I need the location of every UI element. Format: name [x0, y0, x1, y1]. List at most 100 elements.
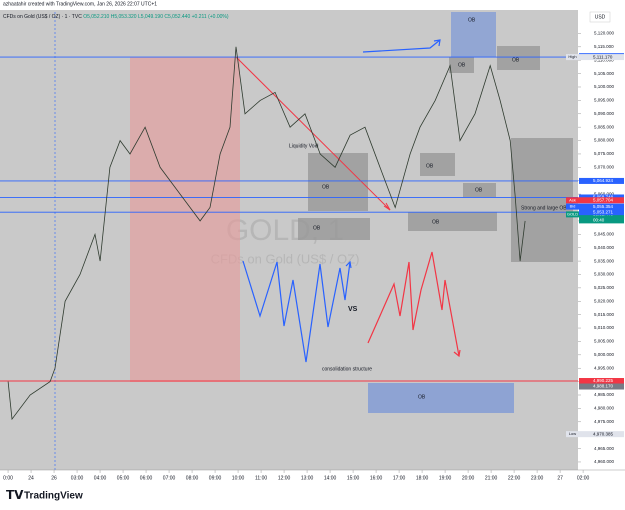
- price-axis: [578, 10, 625, 470]
- consolidation-label: consolidation structure: [322, 366, 372, 372]
- x-tick-label: 11:00: [255, 475, 267, 481]
- y-tick-label: 5,060.000: [594, 191, 615, 196]
- x-tick-label: 04:00: [94, 475, 107, 481]
- y-tick-label: 4,965.000: [594, 446, 615, 451]
- y-tick-label: 5,085.000: [594, 124, 615, 129]
- x-tick-label: 21:00: [485, 475, 498, 481]
- x-tick-label: 22:00: [508, 475, 521, 481]
- y-tick-label: 4,995.000: [594, 365, 615, 370]
- x-tick-label: 19:00: [439, 475, 452, 481]
- y-tick-label: 5,120.000: [594, 31, 615, 36]
- ob-box: [420, 153, 455, 176]
- price-label-box: [579, 54, 624, 61]
- price-tag-box: [566, 211, 579, 218]
- y-tick-label: 5,025.000: [594, 285, 615, 290]
- arrow-head: [453, 349, 461, 358]
- ob-label: OB: [512, 57, 520, 63]
- x-tick-label: 16:00: [370, 475, 383, 481]
- ob-box: [463, 183, 496, 197]
- x-tick-label: 20:00: [462, 475, 475, 481]
- y-tick-label: 5,105.000: [594, 71, 615, 76]
- ohlc: O5,052.210 H5,053.320 L5,049.190 C5,052.…: [83, 14, 229, 20]
- price-tag-box: [566, 54, 579, 61]
- y-tick-label: 4,985.000: [594, 392, 615, 397]
- y-tick-label: 5,045.000: [594, 231, 615, 236]
- x-tick-label: 10:00: [232, 475, 245, 481]
- price-tag: Bid: [570, 204, 576, 209]
- price-label-box: [579, 203, 624, 210]
- arrow-head: [433, 39, 441, 47]
- ob-box: [308, 153, 368, 211]
- y-tick-label: 5,020.000: [594, 298, 615, 303]
- x-tick-label: 15:00: [347, 475, 360, 481]
- price-label: 5,055.354: [593, 204, 614, 209]
- ob-label: OB: [322, 184, 330, 190]
- x-tick-label: 14:00: [324, 475, 337, 481]
- zone: [130, 57, 240, 382]
- y-tick-label: 4,975.000: [594, 419, 615, 424]
- price-label-box: [579, 177, 624, 184]
- y-tick-label: 5,070.000: [594, 165, 615, 170]
- x-tick-label: 12:00: [278, 475, 291, 481]
- symbol-name: CFDs on Gold (US$ / OZ) · 1 · TVC: [3, 14, 82, 20]
- price-tag-box: [566, 197, 579, 204]
- price-label: 4,970.385: [593, 431, 614, 436]
- price-label-box: [579, 209, 624, 216]
- y-tick-label: 5,030.000: [594, 272, 615, 277]
- ob-box: [497, 46, 540, 70]
- strong-ob-label: Strong and large OB: [521, 205, 567, 211]
- ob-box: [298, 218, 370, 240]
- ob-label: OB: [458, 62, 466, 68]
- y-tick-label: 5,080.000: [594, 138, 615, 143]
- price-line: [7, 46, 526, 421]
- y-tick-label: 5,010.000: [594, 325, 615, 330]
- x-tick-label: 17:00: [393, 475, 406, 481]
- ob-label: OB: [418, 394, 426, 400]
- price-label: 5,057.704: [593, 197, 614, 202]
- consolidation-blue: [242, 260, 351, 363]
- x-tick-label: 03:00: [71, 475, 84, 481]
- price-tag: GOLD: [567, 211, 578, 216]
- price-tag-box: [566, 203, 579, 210]
- x-tick-label: 05:00: [117, 475, 130, 481]
- ob-label: OB: [426, 163, 434, 169]
- currency: USD: [595, 14, 606, 20]
- x-tick-label: 24: [28, 475, 34, 481]
- y-tick-label: 5,115.000: [594, 44, 614, 49]
- price-countdown: 00:40: [593, 218, 605, 223]
- y-tick-label: 5,075.000: [594, 151, 615, 156]
- consolidation-red: [367, 251, 460, 357]
- price-label-box: [579, 383, 624, 390]
- price-label: 5,111.170: [593, 54, 613, 59]
- price-tag: High: [568, 54, 576, 59]
- arrow-head: [345, 260, 352, 269]
- x-tick-label: 08:00: [186, 475, 199, 481]
- x-tick-label: 09:00: [209, 475, 222, 481]
- ob-box: [408, 212, 497, 231]
- ob-label: OB: [313, 225, 321, 231]
- symbol: CFDs on Gold (US$ / OZ) · 1 · TVC O5,052…: [3, 14, 229, 20]
- brand: TradingView: [24, 491, 83, 502]
- y-tick-label: 5,005.000: [594, 339, 615, 344]
- ob-box: [368, 383, 514, 413]
- price-label-box: [579, 378, 624, 385]
- ob-label: OB: [432, 219, 440, 225]
- y-tick-label: 5,000.000: [594, 352, 615, 357]
- ob-box: [511, 138, 573, 262]
- trend-arrow: [235, 56, 391, 211]
- price-tag: Ask: [569, 197, 576, 202]
- price-label: 4,988.170: [593, 384, 614, 389]
- logo-mark: 𝗧𝗩: [6, 488, 24, 502]
- watermark-name: CFDs on Gold (US$ / OZ): [211, 251, 360, 266]
- price-label: 5,058.748: [593, 195, 614, 200]
- y-tick-label: 4,980.000: [594, 406, 615, 411]
- price-label-box: [579, 431, 624, 438]
- y-tick-label: 4,960.000: [594, 459, 615, 464]
- price-tag: Low: [569, 431, 576, 436]
- credit: azhaatahir created with TradingView.com,…: [3, 1, 157, 7]
- vs-label: VS: [348, 306, 358, 313]
- y-tick-label: 5,090.000: [594, 111, 615, 116]
- price-label-box: [579, 197, 624, 204]
